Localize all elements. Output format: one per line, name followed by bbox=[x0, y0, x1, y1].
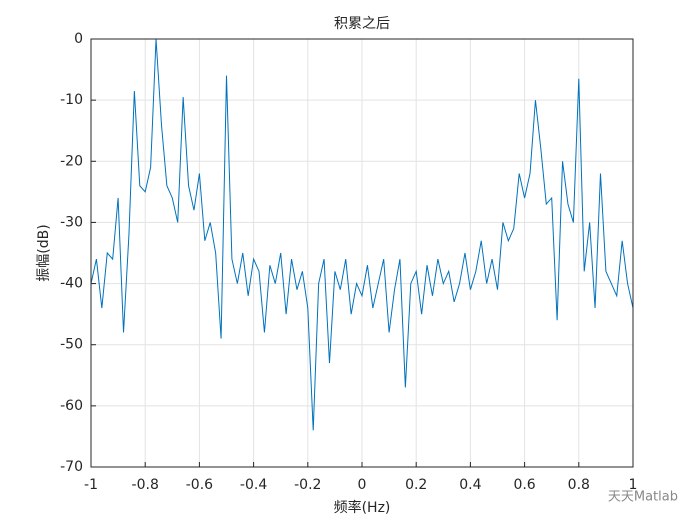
y-tick-label: -40 bbox=[60, 276, 83, 292]
y-tick-label: -60 bbox=[60, 398, 83, 414]
x-tick-label: -0.8 bbox=[132, 477, 159, 493]
x-tick-label: 0 bbox=[358, 477, 367, 493]
x-axis-label: 频率(Hz) bbox=[334, 499, 391, 516]
x-tick-label: -0.2 bbox=[294, 477, 321, 493]
x-tick-label: 1 bbox=[629, 477, 638, 493]
x-tick-label: -1 bbox=[84, 477, 98, 493]
y-tick-label: 0 bbox=[74, 31, 83, 47]
y-axis-label: 振幅(dB) bbox=[36, 224, 52, 281]
x-tick-label: 0.6 bbox=[513, 477, 535, 493]
y-tick-label: -20 bbox=[60, 153, 83, 169]
plot-frame bbox=[90, 38, 634, 468]
watermark: 天天Matlab bbox=[608, 490, 678, 505]
x-tick-label: -0.4 bbox=[240, 477, 267, 493]
line-series bbox=[90, 38, 634, 431]
y-tick-label: -70 bbox=[60, 459, 83, 475]
x-tick-label: -0.6 bbox=[186, 477, 213, 493]
y-tick-label: -10 bbox=[60, 92, 83, 108]
y-tick-label: -30 bbox=[60, 214, 83, 230]
x-tick-label: 0.8 bbox=[568, 477, 590, 493]
x-tick-label: 0.2 bbox=[405, 477, 427, 493]
chart-title: 积累之后 bbox=[334, 16, 390, 32]
y-tick-label: -50 bbox=[60, 337, 83, 353]
x-tick-label: 0.4 bbox=[459, 477, 481, 493]
